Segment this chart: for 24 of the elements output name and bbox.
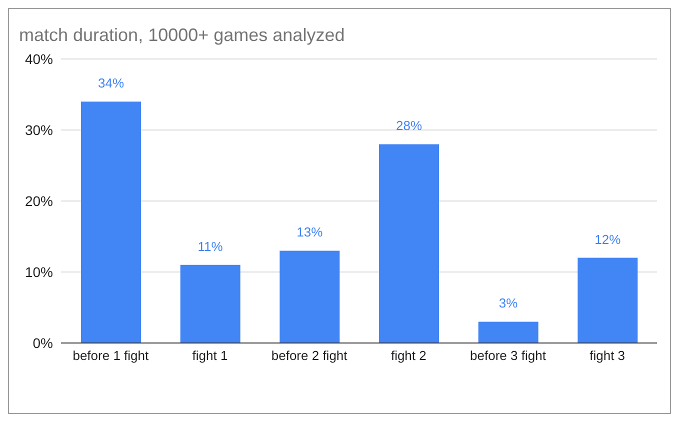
bar <box>81 102 141 343</box>
data-label: 28% <box>396 118 422 134</box>
y-tick-label: 0% <box>32 334 53 351</box>
bar <box>280 250 340 343</box>
y-tick-label: 40% <box>24 50 53 67</box>
x-tick-label: fight 3 <box>590 348 626 364</box>
chart-title: match duration, 10000+ games analyzed <box>19 25 345 46</box>
bar <box>180 264 240 343</box>
y-tick-label: 20% <box>24 192 53 209</box>
bar <box>578 258 638 343</box>
data-label: 13% <box>296 224 324 240</box>
x-tick-label: fight 2 <box>390 348 426 364</box>
data-label: 12% <box>594 232 622 247</box>
x-tick-label: before 1 fight <box>72 348 149 364</box>
x-tick-label: fight 1 <box>192 348 228 364</box>
bar <box>478 322 538 343</box>
x-tick-label: before 3 fight <box>470 348 546 364</box>
x-tick-label: before 2 fight <box>271 348 348 364</box>
data-label: 34% <box>98 76 124 91</box>
y-tick-label: 10% <box>24 264 53 280</box>
data-label: 3% <box>498 296 518 311</box>
bar <box>379 144 439 343</box>
y-tick-label: 30% <box>24 122 53 138</box>
data-label: 11% <box>198 238 224 254</box>
